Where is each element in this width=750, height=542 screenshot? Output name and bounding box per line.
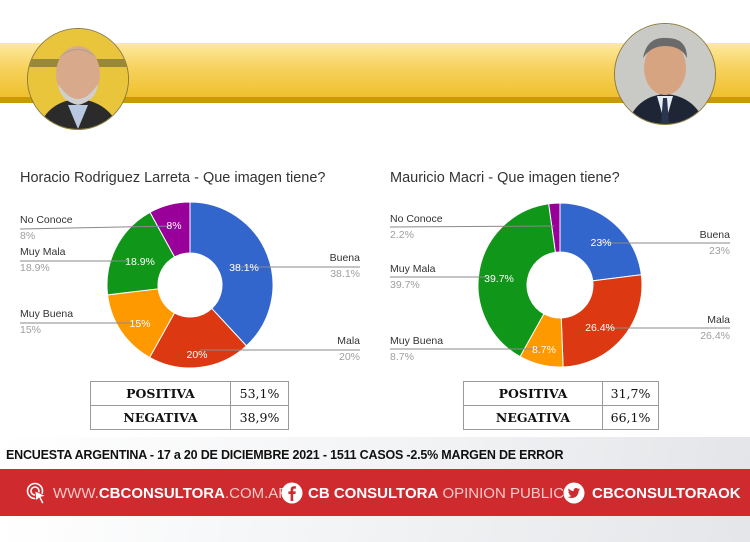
svg-text:26.4%: 26.4% (585, 322, 615, 334)
svg-text:8.7%: 8.7% (532, 344, 556, 356)
svg-text:39.7%: 39.7% (484, 273, 514, 285)
left-value-muy-mala: 18.9% (20, 262, 50, 274)
right-label-mala: Mala (707, 314, 730, 326)
table-row: NEGATIVA 38,9% (90, 405, 289, 430)
click-cursor-icon (26, 482, 48, 504)
right-value-mala: 26.4% (700, 330, 730, 342)
right-label-muy-buena: Muy Buena (390, 335, 444, 347)
slice-buena (559, 202, 642, 282)
positiva-value: 53,1% (230, 381, 289, 406)
right-value-buena: 23% (708, 245, 730, 257)
person-portrait-icon (28, 29, 128, 129)
left-value-muy-buena: 15% (20, 324, 42, 336)
negativa-label: NEGATIVA (463, 405, 603, 430)
right-donut (477, 202, 643, 368)
leader-lines (19, 225, 730, 351)
right-summary-table: POSITIVA 31,7% NEGATIVA 66,1% (463, 381, 659, 430)
right-label-muy-mala: Muy Mala (390, 263, 436, 275)
slice-muy-mala (477, 203, 557, 358)
negativa-label: NEGATIVA (90, 405, 231, 430)
slice-muy-buena (519, 313, 564, 368)
twitter-link[interactable]: CBCONSULTORAOK (592, 485, 741, 502)
positiva-label: POSITIVA (90, 381, 231, 406)
svg-text:20%: 20% (186, 349, 207, 361)
left-summary-table: POSITIVA 53,1% NEGATIVA 38,9% (90, 381, 289, 430)
left-label-muy-mala: Muy Mala (20, 246, 66, 258)
larreta-photo (27, 28, 129, 130)
slice-no-conoce (548, 202, 561, 253)
slice-labels: 8% 18.9% 38.1% 15% 20% 23% 39.7% 26.4% 8… (125, 220, 615, 361)
right-label-no-conoce: No Conoce (390, 213, 443, 225)
positiva-label: POSITIVA (463, 381, 603, 406)
right-value-no-conoce: 2.2% (390, 229, 414, 241)
slice-muy-buena (107, 288, 176, 359)
footer-bottom (0, 516, 750, 542)
svg-text:18.9%: 18.9% (125, 256, 155, 268)
negativa-value: 38,9% (230, 405, 289, 430)
left-donut (106, 201, 274, 369)
svg-text:15%: 15% (129, 318, 150, 330)
person-portrait-icon (615, 24, 715, 124)
website-link[interactable]: WWW.CBCONSULTORA.COM.AR (53, 485, 290, 502)
svg-text:8%: 8% (166, 220, 181, 232)
slice-mala (148, 307, 248, 369)
left-label-no-conoce: No Conoce (20, 214, 73, 226)
left-chart-title: Horacio Rodriguez Larreta - Que imagen t… (20, 170, 326, 186)
table-row: POSITIVA 31,7% (463, 381, 659, 406)
slice-mala (560, 274, 643, 368)
left-label-muy-buena: Muy Buena (20, 308, 74, 320)
table-row: POSITIVA 53,1% (90, 381, 289, 406)
survey-strip (0, 437, 750, 469)
slice-buena (189, 201, 274, 347)
slice-no-conoce (149, 201, 191, 258)
right-label-buena: Buena (699, 229, 730, 241)
svg-text:23%: 23% (590, 237, 611, 249)
footer-bar (0, 469, 750, 516)
table-row: NEGATIVA 66,1% (463, 405, 659, 430)
negativa-value: 66,1% (602, 405, 659, 430)
twitter-icon (563, 482, 585, 504)
facebook-icon (281, 482, 303, 504)
right-value-muy-buena: 8.7% (390, 351, 414, 363)
facebook-link[interactable]: CB CONSULTORA OPINION PUBLICA (308, 485, 575, 502)
left-value-no-conoce: 8% (20, 230, 36, 242)
left-value-buena: 38.1% (330, 268, 360, 280)
right-value-muy-mala: 39.7% (390, 279, 420, 291)
svg-text:38.1%: 38.1% (229, 262, 259, 274)
right-chart-title: Mauricio Macri - Que imagen tiene? (390, 170, 620, 186)
left-value-mala: 20% (338, 351, 360, 363)
left-label-buena: Buena (329, 252, 360, 264)
survey-info: ENCUESTA ARGENTINA - 17 a 20 DE DICIEMBR… (6, 448, 564, 462)
positiva-value: 31,7% (602, 381, 659, 406)
header-band-stripe (0, 97, 750, 103)
slice-muy-mala (106, 211, 176, 296)
left-label-mala: Mala (337, 335, 360, 347)
macri-photo (614, 23, 716, 125)
